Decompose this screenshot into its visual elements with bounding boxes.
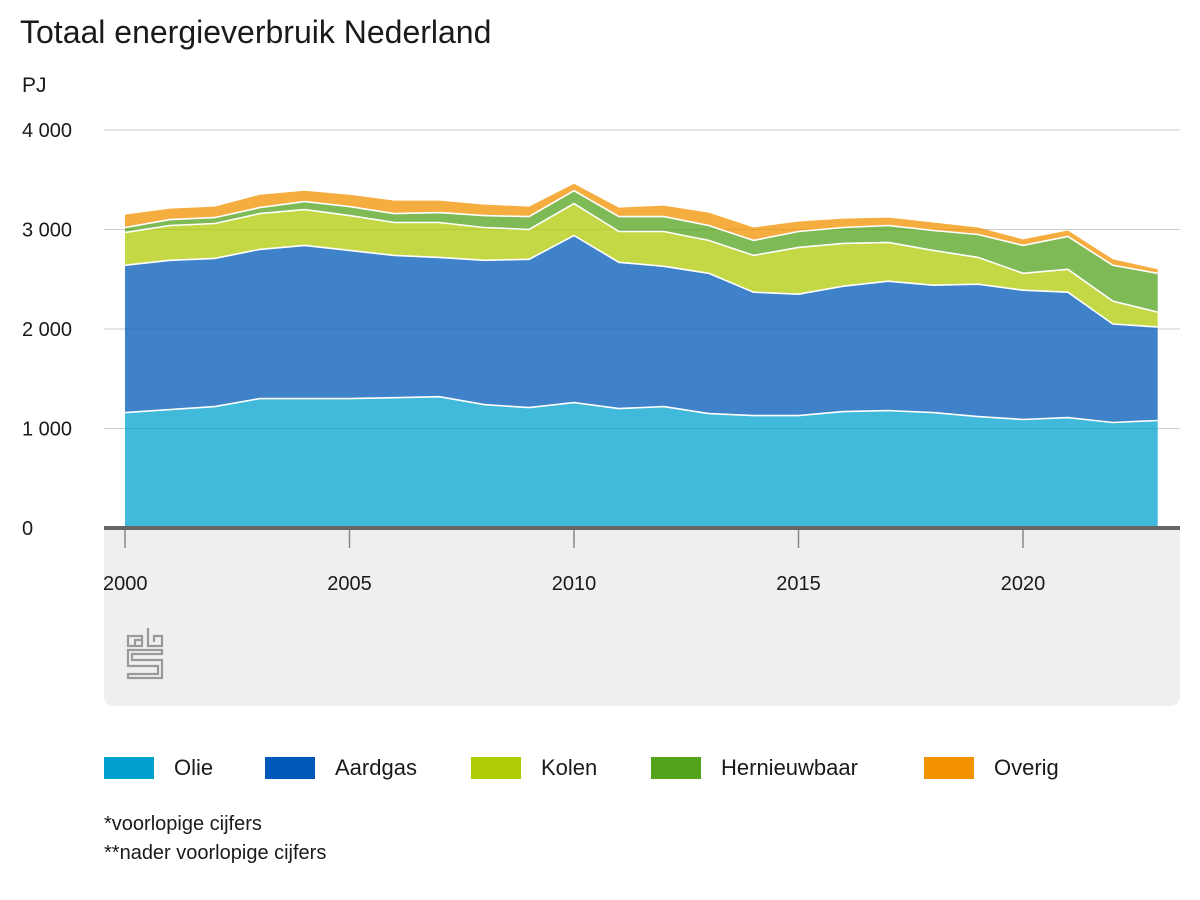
legend-item-hernieuwbaar: Hernieuwbaar [651, 754, 858, 782]
footnote: *voorlopige cijfers [104, 813, 262, 835]
x-axis-panel [104, 528, 1180, 706]
y-tick-label: 3 000 [22, 220, 72, 242]
legend-item-overig: Overig [924, 754, 1059, 782]
legend-label: Olie [174, 755, 214, 780]
chart-title: Totaal energieverbruik Nederland [20, 14, 492, 50]
legend-swatch [924, 757, 974, 779]
y-tick-label: 4 000 [22, 120, 72, 142]
y-axis-unit-label: PJ [22, 74, 47, 97]
legend-label: Overig [994, 755, 1059, 780]
footnote: **nader voorlopige cijfers [104, 842, 327, 864]
legend-label: Hernieuwbaar [721, 755, 858, 780]
legend-label: Aardgas [335, 755, 417, 780]
x-tick-label: 2010 [552, 573, 597, 595]
series-areas [124, 183, 1158, 528]
legend-swatch [471, 757, 521, 779]
x-tick-label: 2005 [327, 573, 372, 595]
area-boundary-line [124, 234, 1158, 328]
legend: Olie Aardgas Kolen Hernieuwbaar Overig [104, 754, 1184, 784]
legend-item-olie: Olie [104, 754, 213, 782]
cbs-logo-icon [126, 628, 164, 680]
x-axis-ticks: 2000 2005 2010 2015 2020 [103, 526, 1180, 595]
legend-label: Kolen [541, 755, 598, 780]
footnotes: *voorlopige cijfers **nader voorlopige c… [104, 810, 326, 868]
legend-swatch [651, 757, 701, 779]
y-tick-label: 1 000 [22, 419, 72, 441]
legend-item-aardgas: Aardgas [265, 754, 417, 782]
area-boundary-line [124, 395, 1158, 424]
x-tick-label: 2000 [103, 573, 148, 595]
area-olie [125, 396, 1158, 528]
y-axis-ticks: 0 1 000 2 000 3 000 4 000 [22, 120, 72, 540]
area-boundary-line [124, 189, 1158, 275]
x-tick-label: 2015 [776, 573, 821, 595]
area-overig [125, 183, 1158, 274]
y-tick-label: 2 000 [22, 319, 72, 341]
area-boundary-line [124, 202, 1158, 313]
legend-item-kolen: Kolen [471, 754, 597, 782]
legend-swatch [265, 757, 315, 779]
area-kolen [125, 203, 1158, 327]
x-tick-label: 2020 [1001, 573, 1046, 595]
legend-swatch [104, 757, 154, 779]
y-tick-label: 0 [22, 518, 33, 540]
area-hernieuwbaar [125, 190, 1158, 313]
